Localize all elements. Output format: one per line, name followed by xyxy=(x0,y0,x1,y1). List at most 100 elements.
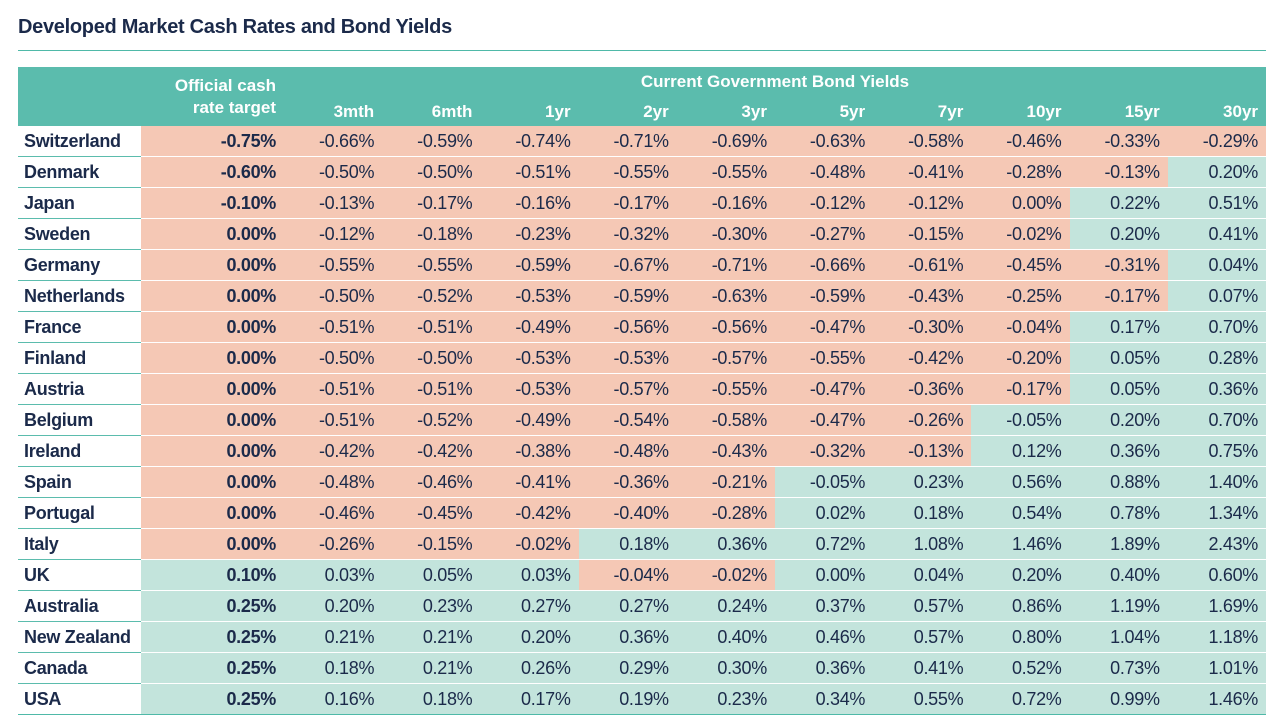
header-maturity-row: 3mth 6mth 1yr 2yr 3yr 5yr 7yr 10yr 15yr 30yr xyxy=(18,97,1267,126)
yield-cell: -0.36% xyxy=(578,466,677,498)
yield-cell: -0.15% xyxy=(873,218,972,250)
yield-cell: 0.73% xyxy=(1069,652,1168,684)
table-row: Finland 0.00% -0.50% -0.50% -0.53% -0.53% -0.5… xyxy=(18,342,1267,374)
yield-cell: -0.55% xyxy=(774,342,874,374)
header-maturity: 30yr xyxy=(1167,97,1267,126)
yield-cell: -0.47% xyxy=(774,373,874,405)
yield-cell: -0.41% xyxy=(873,156,972,188)
yield-cell: 0.20% xyxy=(480,621,579,653)
yield-cell: 0.02% xyxy=(774,497,874,529)
cash-rate-cell: 0.00% xyxy=(141,404,284,436)
yield-cell: -0.50% xyxy=(284,342,383,374)
yield-cell: 0.03% xyxy=(284,559,383,591)
yield-cell: 0.21% xyxy=(382,621,481,653)
yield-cell: 0.40% xyxy=(1069,559,1168,591)
cash-rate-cell: 0.00% xyxy=(141,311,284,343)
table-row: Belgium 0.00% -0.51% -0.52% -0.49% -0.54% -0.5… xyxy=(18,404,1267,436)
table-row: Portugal 0.00% -0.46% -0.45% -0.42% -0.40% -0.… xyxy=(18,497,1267,529)
yield-cell: -0.57% xyxy=(578,373,677,405)
yield-cell: 0.22% xyxy=(1069,187,1168,219)
yield-cell: -0.29% xyxy=(1167,126,1267,157)
yield-cell: 0.00% xyxy=(971,187,1070,219)
cash-rate-cell: 0.00% xyxy=(141,528,284,560)
yield-cell: -0.63% xyxy=(774,126,874,157)
table-row: Denmark -0.60% -0.50% -0.50% -0.51% -0.55% -0.… xyxy=(18,156,1267,188)
yield-cell: -0.30% xyxy=(676,218,775,250)
yield-cell: -0.28% xyxy=(971,156,1070,188)
yield-cell: -0.53% xyxy=(480,342,579,374)
yield-cell: 0.72% xyxy=(774,528,874,560)
header-maturity: 6mth xyxy=(382,97,481,126)
yield-cell: 0.52% xyxy=(971,652,1070,684)
header-maturity: 1yr xyxy=(480,97,579,126)
yield-cell: -0.40% xyxy=(578,497,677,529)
yield-cell: -0.21% xyxy=(676,466,775,498)
yield-cell: 0.21% xyxy=(284,621,383,653)
yield-cell: -0.16% xyxy=(676,187,775,219)
yield-cell: 0.20% xyxy=(1069,218,1168,250)
country-cell: Austria xyxy=(18,373,141,405)
yield-cell: -0.56% xyxy=(578,311,677,343)
cash-rate-cell: 0.00% xyxy=(141,497,284,529)
table-row: Canada 0.25% 0.18% 0.21% 0.26% 0.29% 0.30% 0.36… xyxy=(18,652,1267,684)
yield-cell: 0.70% xyxy=(1167,311,1267,343)
yield-cell: -0.13% xyxy=(873,435,972,467)
yield-cell: 0.54% xyxy=(971,497,1070,529)
yield-cell: -0.15% xyxy=(382,528,481,560)
cash-rate-cell: 0.25% xyxy=(141,683,284,715)
yield-cell: -0.74% xyxy=(480,126,579,157)
yield-cell: -0.43% xyxy=(873,280,972,312)
yield-cell: 2.43% xyxy=(1167,528,1267,560)
yield-cell: 0.99% xyxy=(1069,683,1168,715)
cash-rate-cell: -0.60% xyxy=(141,156,284,188)
yield-cell: -0.04% xyxy=(578,559,677,591)
yield-cell: -0.26% xyxy=(873,404,972,436)
yield-cell: 0.07% xyxy=(1167,280,1267,312)
yield-cell: 0.17% xyxy=(480,683,579,715)
yield-cell: -0.05% xyxy=(774,466,874,498)
yield-cell: -0.33% xyxy=(1069,126,1168,157)
yield-cell: -0.32% xyxy=(774,435,874,467)
yield-cell: -0.59% xyxy=(774,280,874,312)
yield-cell: 0.24% xyxy=(676,590,775,622)
yield-cell: -0.51% xyxy=(284,404,383,436)
table-row: Australia 0.25% 0.20% 0.23% 0.27% 0.27% 0.24% 0… xyxy=(18,590,1267,622)
yield-cell: 1.46% xyxy=(1167,683,1267,715)
yield-cell: -0.12% xyxy=(284,218,383,250)
yield-cell: -0.30% xyxy=(873,311,972,343)
header-maturity: 5yr xyxy=(774,97,874,126)
yield-cell: -0.17% xyxy=(382,187,481,219)
yield-cell: 1.19% xyxy=(1069,590,1168,622)
yield-cell: -0.46% xyxy=(971,126,1070,157)
table-row: New Zealand 0.25% 0.21% 0.21% 0.20% 0.36% 0.40… xyxy=(18,621,1267,653)
yield-cell: -0.53% xyxy=(480,373,579,405)
yield-cell: -0.51% xyxy=(480,156,579,188)
yield-cell: -0.58% xyxy=(676,404,775,436)
yield-cell: 1.18% xyxy=(1167,621,1267,653)
cash-rate-cell: 0.25% xyxy=(141,652,284,684)
country-cell: Portugal xyxy=(18,497,141,529)
yield-cell: 0.20% xyxy=(1069,404,1168,436)
yield-cell: -0.28% xyxy=(676,497,775,529)
yield-cell: -0.38% xyxy=(480,435,579,467)
yield-cell: 0.23% xyxy=(873,466,972,498)
yield-cell: -0.31% xyxy=(1069,249,1168,281)
yield-cell: -0.27% xyxy=(774,218,874,250)
yield-cell: 0.20% xyxy=(284,590,383,622)
yield-cell: 1.89% xyxy=(1069,528,1168,560)
yield-cell: 0.20% xyxy=(971,559,1070,591)
yield-cell: -0.02% xyxy=(480,528,579,560)
header-cash-line2: rate target xyxy=(192,97,276,117)
yield-cell: 0.18% xyxy=(873,497,972,529)
cash-rate-cell: 0.00% xyxy=(141,435,284,467)
header-bond-yields: Current Government Bond Yields xyxy=(284,67,1267,97)
cash-rate-cell: 0.25% xyxy=(141,590,284,622)
yield-cell: -0.45% xyxy=(382,497,481,529)
yield-cell: 0.27% xyxy=(480,590,579,622)
yield-cell: -0.50% xyxy=(284,280,383,312)
yield-cell: -0.46% xyxy=(382,466,481,498)
yield-cell: 0.36% xyxy=(1167,373,1267,405)
yield-cell: -0.55% xyxy=(676,373,775,405)
yield-cell: -0.17% xyxy=(971,373,1070,405)
yield-cell: 0.05% xyxy=(1069,373,1168,405)
